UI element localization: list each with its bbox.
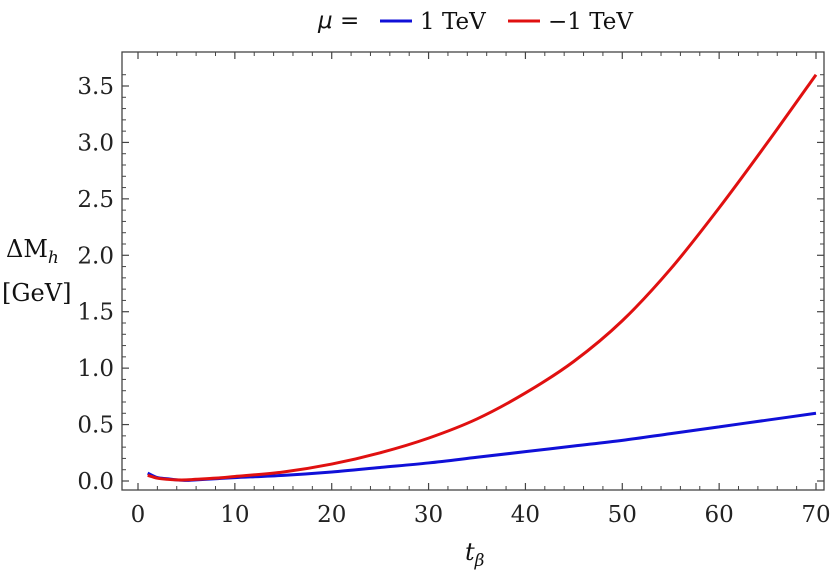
x-tick-label: 30 (414, 502, 443, 528)
legend: μ = 1 TeV −1 TeV (317, 8, 633, 35)
y-tick-label: 0.5 (77, 413, 114, 439)
x-tick-label: 70 (801, 502, 830, 528)
x-tick-label: 0 (131, 502, 146, 528)
x-tick-label: 20 (317, 502, 346, 528)
y-axis-label-sub: h (48, 248, 59, 268)
x-axis-label-sub: β (474, 551, 485, 571)
legend-label-series-1: 1 TeV (420, 9, 486, 35)
y-axis-label-main: ΔM (6, 235, 48, 263)
axis-ticks: 0 10 20 30 40 50 60 70 0.0 0.5 1.0 1.5 2.0 2.5 3.0 3.5 (77, 52, 830, 528)
y-tick-label: 1.0 (77, 356, 114, 382)
legend-label-series-2: −1 TeV (548, 9, 633, 35)
y-tick-label: 3.0 (77, 130, 114, 156)
x-tick-label: 10 (220, 502, 249, 528)
y-tick-label: 3.5 (77, 74, 114, 100)
y-axis-label-line2: [GeV] (2, 279, 71, 307)
x-tick-label: 60 (705, 502, 734, 528)
x-tick-label: 50 (608, 502, 637, 528)
y-tick-label: 1.5 (77, 300, 114, 326)
series-line-1 (147, 411, 817, 482)
series-line-2 (147, 73, 818, 482)
plot-frame (121, 51, 825, 491)
legend-title: μ = (317, 8, 359, 34)
y-tick-label: 0.0 (77, 469, 114, 495)
y-tick-label: 2.0 (77, 243, 114, 269)
series-lines (147, 73, 818, 482)
y-axis-label-line1: ΔMh (6, 235, 59, 268)
x-axis-label-main: t (465, 538, 475, 566)
x-tick-label: 40 (511, 502, 540, 528)
y-tick-label: 2.5 (77, 187, 114, 213)
x-axis-label: tβ (465, 538, 485, 571)
